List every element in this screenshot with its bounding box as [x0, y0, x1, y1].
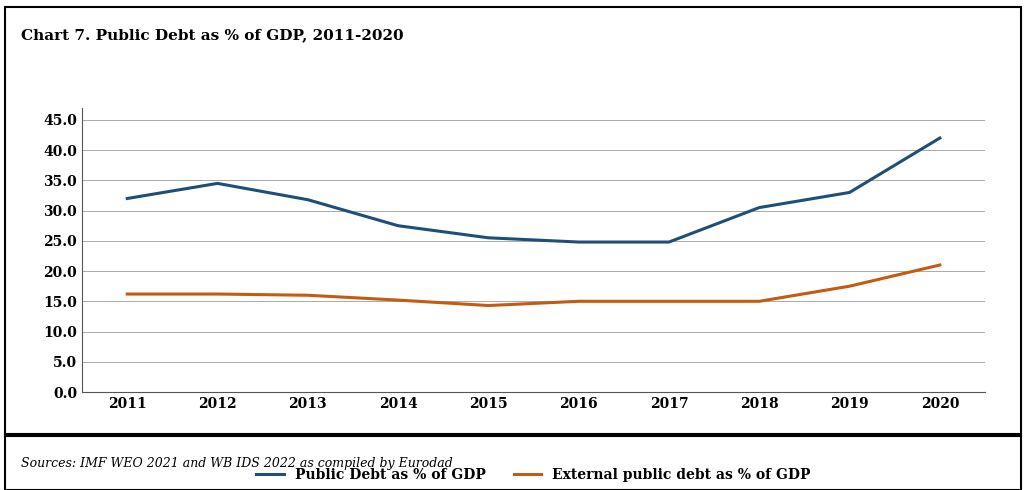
- Bar: [5, 7, 1021, 436]
- Legend: Public Debt as % of GDP, External public debt as % of GDP: Public Debt as % of GDP, External public…: [250, 462, 817, 488]
- Bar: [5, 434, 1021, 490]
- Text: Sources: IMF WEO 2021 and WB IDS 2022 as compiled by Eurodad: Sources: IMF WEO 2021 and WB IDS 2022 as…: [21, 457, 452, 469]
- Text: Chart 7. Public Debt as % of GDP, 2011-2020: Chart 7. Public Debt as % of GDP, 2011-2…: [21, 28, 403, 42]
